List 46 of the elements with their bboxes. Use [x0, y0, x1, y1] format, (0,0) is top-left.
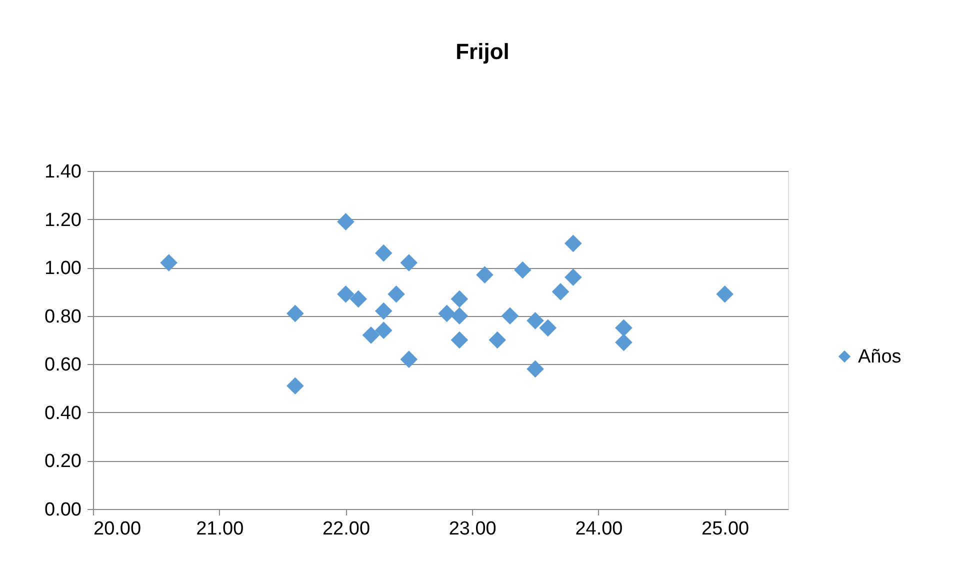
y-tick-label: 0.80 — [44, 306, 82, 328]
point — [514, 261, 532, 279]
y-tick-label: 0.00 — [44, 500, 82, 520]
point — [716, 285, 734, 303]
point — [350, 290, 368, 308]
point — [160, 254, 178, 272]
point — [337, 213, 354, 230]
point — [450, 290, 468, 308]
point — [388, 285, 405, 303]
x-tick-label: 23.00 — [448, 518, 496, 540]
point — [539, 319, 557, 337]
point — [438, 304, 456, 322]
point — [374, 302, 392, 320]
y-tick-label: 1.00 — [44, 258, 82, 280]
point — [374, 244, 392, 262]
point — [374, 322, 392, 340]
point — [564, 234, 582, 252]
point — [615, 319, 632, 337]
point — [400, 254, 418, 272]
chart-title: Frijol — [456, 39, 510, 64]
point — [450, 331, 468, 349]
x-tick-label: 21.00 — [196, 518, 244, 540]
y-tick-label: 1.40 — [44, 162, 82, 182]
point — [564, 268, 582, 286]
point — [526, 312, 544, 330]
point — [400, 350, 418, 368]
point — [476, 266, 494, 284]
point — [526, 360, 544, 378]
y-tick-label: 0.20 — [44, 451, 82, 472]
point — [552, 283, 570, 300]
x-tick-label: 20.00 — [94, 518, 142, 540]
x-tick-label: 25.00 — [702, 518, 750, 540]
x-tick-label: 24.00 — [575, 518, 623, 540]
point — [286, 304, 304, 322]
point — [615, 334, 632, 352]
y-tick-label: 0.40 — [44, 402, 82, 424]
point — [337, 285, 354, 303]
point — [501, 307, 519, 325]
point — [450, 307, 468, 325]
x-tick-label: 22.00 — [322, 518, 370, 540]
point — [286, 377, 304, 395]
y-tick-label: 0.60 — [44, 354, 82, 376]
y-tick-label: 1.20 — [44, 210, 82, 231]
legend-label: Años — [858, 346, 902, 368]
point — [362, 326, 380, 344]
point — [488, 331, 506, 349]
